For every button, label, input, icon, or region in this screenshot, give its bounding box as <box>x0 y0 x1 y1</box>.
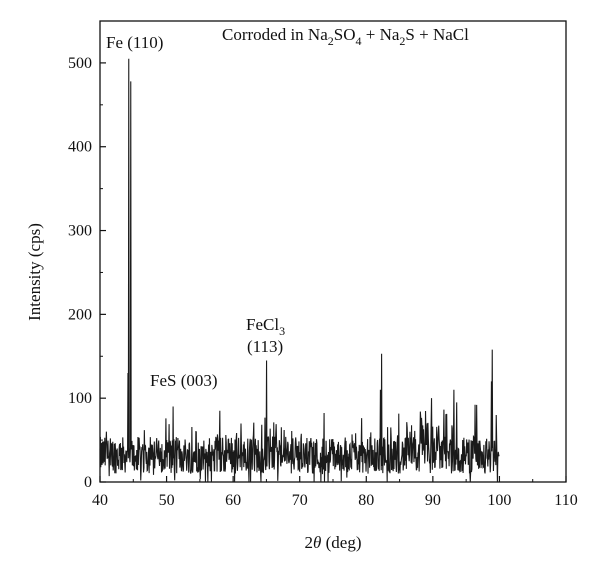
x-tick-label: 100 <box>487 492 511 509</box>
y-axis-ticks: 0 100 200 300 400 500 <box>68 55 106 491</box>
x-tick-label: 70 <box>292 492 308 509</box>
y-tick-label: 200 <box>68 306 92 323</box>
plot-border <box>99 20 567 483</box>
x-tick-label: 110 <box>554 492 577 509</box>
y-tick-label: 0 <box>84 474 92 491</box>
annotation-fecl3-line1: FeCl3 <box>246 315 285 338</box>
x-tick-label: 80 <box>358 492 374 509</box>
x-axis-label: 2θ (deg) <box>305 533 362 552</box>
x-tick-label: 50 <box>159 492 175 509</box>
annotation-fes-003: FeS (003) <box>150 371 218 390</box>
x-tick-label: 90 <box>425 492 441 509</box>
plot-frame <box>99 20 567 483</box>
y-tick-label: 500 <box>68 55 92 72</box>
chart-title: Corroded in Na2SO4 + Na2S + NaCl <box>222 25 469 48</box>
series-layer <box>99 58 500 483</box>
y-tick-label: 300 <box>68 223 92 240</box>
annotation-fe-110: Fe (110) <box>106 33 163 52</box>
xrd-intensity-line <box>99 58 500 483</box>
y-axis-label: Intensity (cps) <box>25 223 44 321</box>
y-tick-label: 100 <box>68 390 92 407</box>
y-tick-label: 400 <box>68 139 92 156</box>
x-axis-ticks: 40 50 60 70 80 90 100 110 <box>92 476 578 509</box>
x-tick-label: 60 <box>225 492 241 509</box>
x-tick-label: 40 <box>92 492 108 509</box>
annotation-fecl3-line2: (113) <box>247 337 283 356</box>
